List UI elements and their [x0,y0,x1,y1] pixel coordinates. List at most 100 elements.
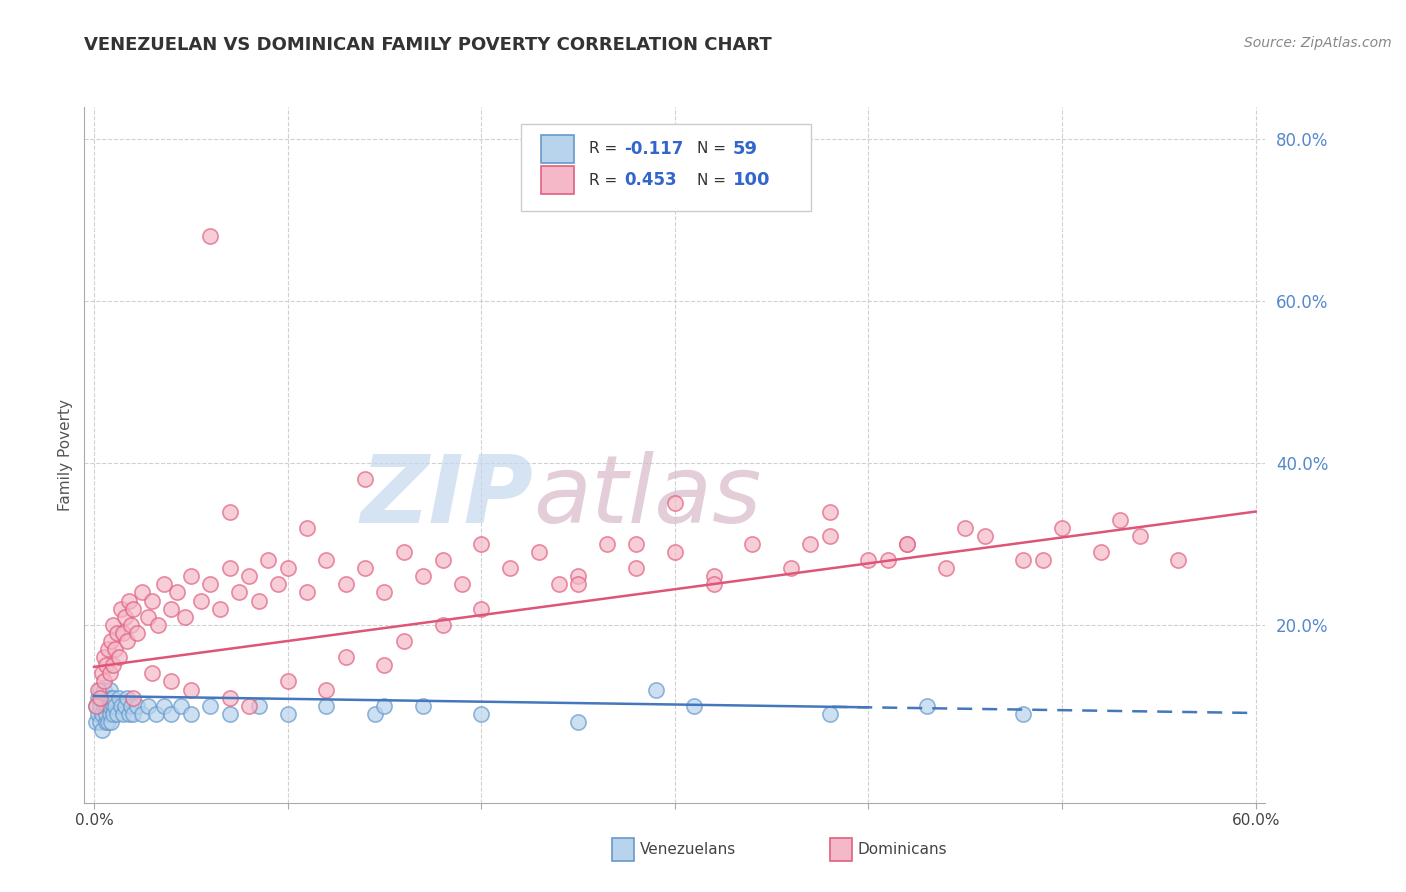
Point [567,714,589,729]
Text: 59: 59 [733,140,758,158]
Point [100,634,122,648]
Point [93,650,115,665]
Point [97,642,120,657]
Point [93,674,115,689]
Point [136,698,159,713]
Point [1012,706,1035,721]
Point [170,698,193,713]
Point [247,698,270,713]
Point [451,577,474,591]
Point [200,698,222,713]
Point [98,706,121,721]
Point [120,698,142,713]
Point [94,706,117,721]
Text: 0.453: 0.453 [624,171,676,189]
Point [104,642,127,657]
Point [97,698,120,713]
Point [218,690,240,705]
Point [955,521,977,535]
Point [818,504,841,518]
Point [896,537,918,551]
Point [98,698,121,713]
Point [335,577,357,591]
Point [166,585,188,599]
Point [97,690,120,705]
Point [664,545,686,559]
Point [115,634,138,648]
Point [858,553,880,567]
Point [876,553,898,567]
Text: R =: R = [589,172,621,187]
Point [624,561,647,575]
Point [741,537,763,551]
Point [218,504,240,518]
Point [354,472,377,486]
Point [412,698,434,713]
Point [93,698,115,713]
Point [118,706,141,721]
Point [470,537,492,551]
Text: Source: ZipAtlas.com: Source: ZipAtlas.com [1244,36,1392,50]
Point [267,577,290,591]
Point [392,545,415,559]
Text: ZIP: ZIP [360,450,533,542]
Point [160,706,183,721]
Point [1012,553,1035,567]
Point [84,714,107,729]
Point [84,698,107,713]
Point [529,545,551,559]
Point [354,561,377,575]
Point [180,706,202,721]
Point [190,593,212,607]
Point [373,658,395,673]
Point [1032,553,1054,567]
Point [136,609,159,624]
Point [315,553,337,567]
Point [98,666,121,681]
Point [100,690,122,705]
Text: VENEZUELAN VS DOMINICAN FAMILY POVERTY CORRELATION CHART: VENEZUELAN VS DOMINICAN FAMILY POVERTY C… [84,36,772,54]
Point [145,706,167,721]
Point [114,698,136,713]
Point [470,601,492,615]
Point [373,585,395,599]
Point [100,714,122,729]
Point [799,537,821,551]
Point [596,537,619,551]
Point [112,706,135,721]
Point [89,690,111,705]
Point [97,714,120,729]
Point [780,561,803,575]
Point [277,706,299,721]
Bar [541,166,575,194]
Point [118,593,141,607]
Point [935,561,957,575]
Point [125,698,148,713]
Point [1090,545,1112,559]
Point [112,626,135,640]
Point [90,666,112,681]
Point [973,529,995,543]
Point [470,706,492,721]
Point [257,553,280,567]
Point [121,601,143,615]
Point [131,585,153,599]
Point [1109,513,1132,527]
Point [84,698,107,713]
Text: 100: 100 [733,171,770,189]
Point [98,682,121,697]
Point [218,706,240,721]
Point [567,569,589,583]
Point [141,666,163,681]
Point [567,577,589,591]
Point [105,626,128,640]
Point [89,698,111,713]
Point [110,601,132,615]
Point [392,634,415,648]
Point [103,698,125,713]
Point [547,577,569,591]
Point [103,706,125,721]
Point [174,609,197,624]
Point [896,537,918,551]
Point [87,706,110,721]
